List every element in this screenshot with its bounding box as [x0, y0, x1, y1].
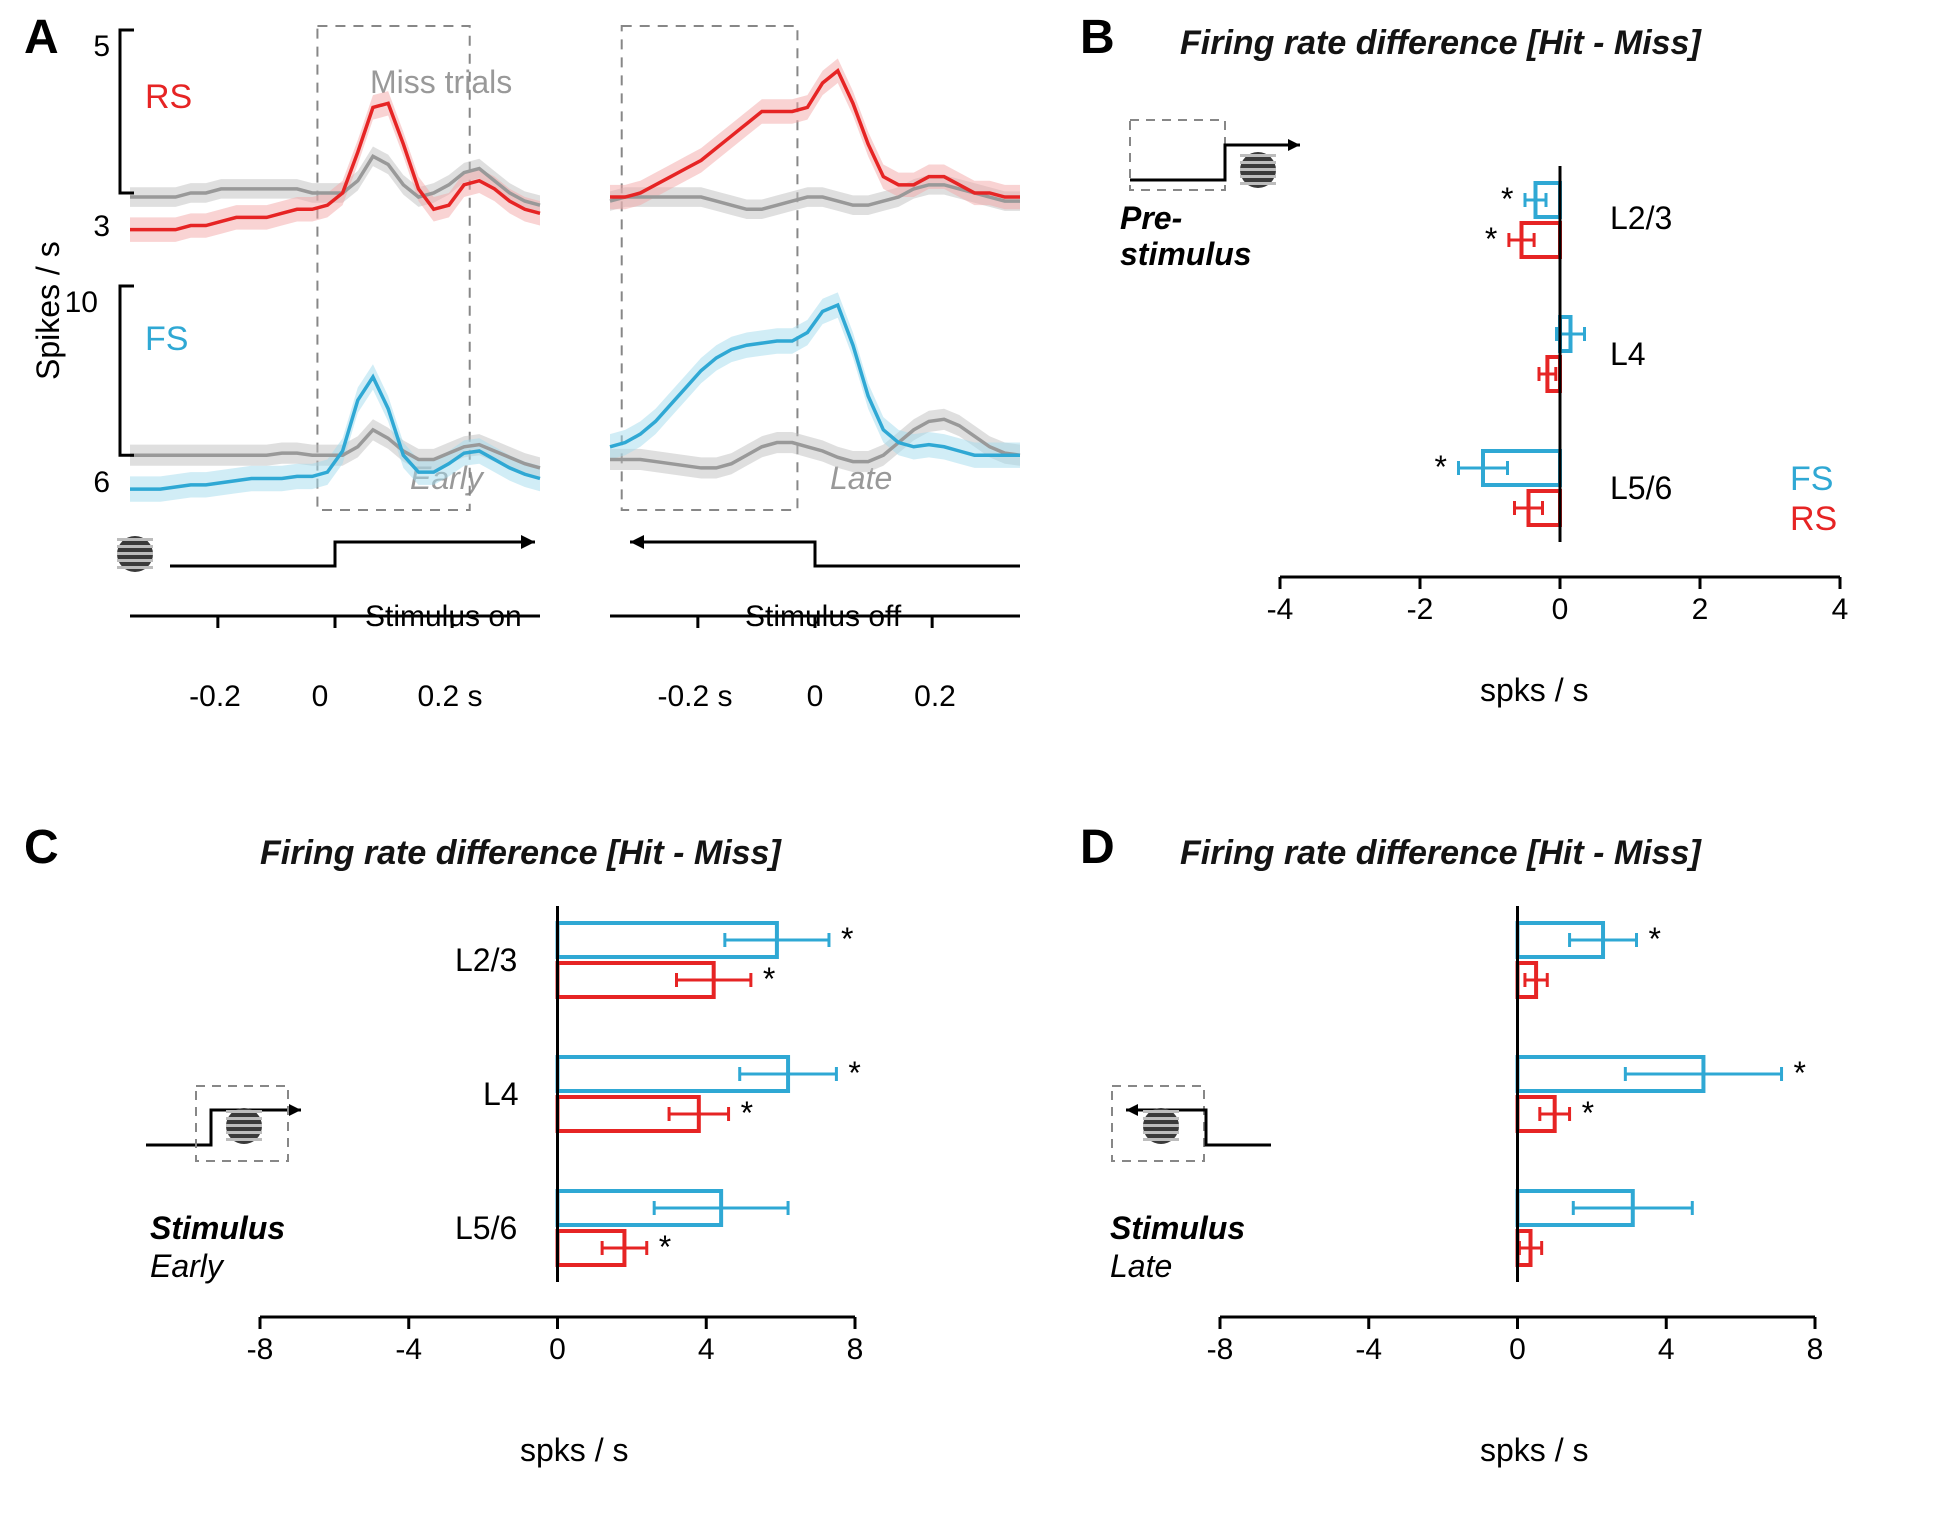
svg-text:*: * — [763, 961, 775, 997]
svg-text:4: 4 — [1658, 1333, 1675, 1366]
pd-epoch-2: Late — [1110, 1248, 1172, 1285]
svg-text:2: 2 — [1692, 593, 1709, 626]
svg-text:*: * — [1435, 449, 1447, 485]
pa-xt-l-0: -0.2 — [175, 680, 255, 714]
pb-layer-0: L2/3 — [1610, 200, 1672, 237]
pb-fs-legend: FS — [1790, 460, 1833, 499]
pa-xt-l-2: 0.2 s — [395, 680, 505, 714]
pa-xt-r-1: 0 — [795, 680, 835, 714]
svg-text:8: 8 — [847, 1333, 864, 1366]
svg-text:*: * — [1649, 921, 1661, 957]
panel-label-d: D — [1080, 820, 1115, 875]
pc-xlabel: spks / s — [520, 1432, 628, 1469]
svg-text:*: * — [848, 1055, 860, 1091]
svg-text:-2: -2 — [1407, 593, 1434, 626]
pb-epoch-1: Pre- — [1120, 200, 1182, 237]
pc-epoch-2: Early — [150, 1248, 223, 1285]
svg-text:*: * — [1485, 221, 1497, 257]
pb-epoch-2: stimulus — [1120, 236, 1252, 273]
panel-a-svg — [60, 20, 1040, 780]
pb-rs-legend: RS — [1790, 500, 1837, 539]
pc-layer-1: L4 — [483, 1076, 519, 1113]
svg-text:0: 0 — [1509, 1333, 1526, 1366]
pd-epoch-1: Stimulus — [1110, 1210, 1245, 1247]
pc-epoch-1: Stimulus — [150, 1210, 285, 1247]
svg-text:*: * — [741, 1095, 753, 1131]
svg-text:*: * — [1582, 1095, 1594, 1131]
panel-b-svg: ***-4-2024 — [1110, 80, 1930, 760]
svg-text:4: 4 — [1832, 593, 1849, 626]
pa-xt-r-2: 0.2 — [895, 680, 975, 714]
pb-xlabel: spks / s — [1480, 672, 1588, 709]
panel-d-title: Firing rate difference [Hit - Miss] — [1180, 834, 1701, 873]
pb-layer-1: L4 — [1610, 336, 1646, 373]
panel-label-a: A — [24, 10, 59, 65]
figure-root: A B C D Firing rate difference [Hit - Mi… — [0, 0, 1950, 1530]
svg-text:*: * — [659, 1229, 671, 1265]
svg-text:8: 8 — [1807, 1333, 1824, 1366]
panel-label-b: B — [1080, 10, 1115, 65]
stim-off-label: Stimulus off — [745, 600, 901, 634]
pa-xt-l-1: 0 — [300, 680, 340, 714]
pa-xt-r-0: -0.2 s — [640, 680, 750, 714]
pc-layer-2: L5/6 — [455, 1210, 517, 1247]
pb-layer-2: L5/6 — [1610, 470, 1672, 507]
svg-text:-4: -4 — [1267, 593, 1294, 626]
svg-text:0: 0 — [549, 1333, 566, 1366]
panel-label-c: C — [24, 820, 59, 875]
svg-text:-8: -8 — [247, 1333, 274, 1366]
pc-layer-0: L2/3 — [455, 942, 517, 979]
pd-xlabel: spks / s — [1480, 1432, 1588, 1469]
svg-text:-4: -4 — [395, 1333, 422, 1366]
svg-text:0: 0 — [1552, 593, 1569, 626]
svg-text:4: 4 — [698, 1333, 715, 1366]
stim-on-label: Stimulus on — [365, 600, 522, 634]
svg-text:*: * — [1794, 1055, 1806, 1091]
svg-text:-4: -4 — [1355, 1333, 1382, 1366]
svg-text:-8: -8 — [1207, 1333, 1234, 1366]
panel-c-title: Firing rate difference [Hit - Miss] — [260, 834, 781, 873]
svg-text:*: * — [1501, 181, 1513, 217]
panel-b-title: Firing rate difference [Hit - Miss] — [1180, 24, 1701, 63]
svg-text:*: * — [841, 921, 853, 957]
